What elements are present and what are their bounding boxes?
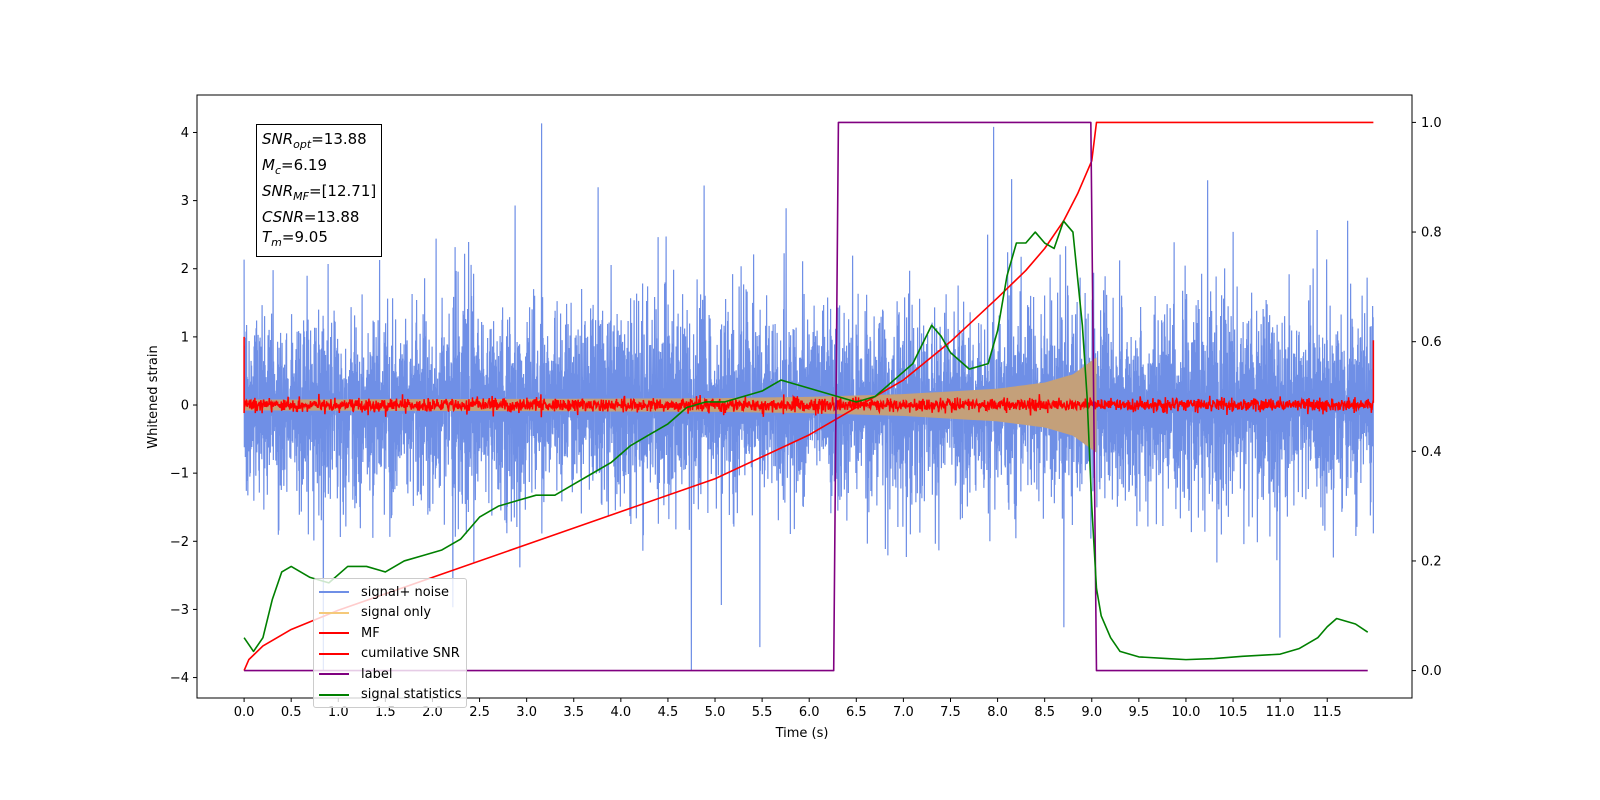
- stats-subscript: c: [274, 164, 282, 177]
- legend-item: signal+ noise: [314, 582, 466, 603]
- x-tick-label: 6.5: [846, 705, 867, 720]
- y-left-tick-label: −3: [170, 603, 189, 618]
- y-axis-right: 0.0 0.2 0.4 0.6 0.8 1.0: [1412, 116, 1442, 679]
- y-axis-left: −4 −3 −2 −1 0 1 2 3 4: [170, 126, 197, 686]
- stats-symbol: T: [262, 228, 272, 246]
- stats-symbol: M: [262, 156, 275, 174]
- legend-label: signal statistics: [361, 687, 462, 703]
- legend-swatch: [319, 652, 349, 655]
- legend-item: label: [314, 664, 466, 685]
- x-tick-label: 10.0: [1171, 705, 1200, 720]
- y-left-tick-label: −4: [170, 671, 189, 686]
- stats-subscript: opt: [293, 138, 312, 151]
- y-left-tick-label: −2: [170, 535, 189, 550]
- stats-row: Tm=9.05: [262, 227, 376, 253]
- stats-row: CSNR=13.88: [262, 207, 376, 227]
- y-left-tick-label: 3: [181, 194, 189, 209]
- stats-row: SNRopt=13.88: [262, 129, 376, 155]
- series-layer: [243, 121, 1375, 672]
- legend-swatch: [319, 632, 349, 635]
- x-tick-label: 0.5: [281, 705, 302, 720]
- stats-symbol: CSNR: [262, 208, 304, 226]
- legend-item: MF: [314, 623, 466, 644]
- y-right-tick-label: 0.8: [1421, 226, 1442, 241]
- legend-label: cumilative SNR: [361, 646, 460, 662]
- x-tick-label: 1.5: [375, 705, 396, 720]
- legend-swatch: [319, 693, 349, 696]
- x-tick-label: 5.0: [705, 705, 726, 720]
- stats-value: =13.88: [303, 208, 360, 226]
- y-right-tick-label: 0.6: [1421, 335, 1442, 350]
- stats-symbol: SNR: [262, 182, 294, 200]
- legend-label: signal only: [361, 605, 432, 621]
- stats-value: =6.19: [281, 156, 327, 174]
- y-left-tick-label: 4: [181, 126, 189, 141]
- legend: signal+ noise signal only MF cumilative SNR…: [313, 578, 467, 708]
- x-tick-label: 7.0: [893, 705, 914, 720]
- x-tick-label: 1.0: [328, 705, 349, 720]
- x-tick-label: 11.0: [1266, 705, 1295, 720]
- stats-subscript: MF: [293, 190, 309, 203]
- series-cumulative-snr-line: [243, 121, 1374, 671]
- x-tick-label: 4.5: [658, 705, 679, 720]
- legend-label: signal+ noise: [361, 584, 450, 600]
- x-tick-label: 2.5: [469, 705, 490, 720]
- legend-label: label: [361, 666, 393, 682]
- x-tick-label: 6.0: [799, 705, 820, 720]
- x-tick-label: 0.0: [234, 705, 255, 720]
- y-right-tick-label: 0.2: [1421, 554, 1442, 569]
- y-left-tick-label: 0: [181, 399, 189, 414]
- legend-swatch: [319, 611, 349, 614]
- stats-subscript: m: [271, 236, 282, 249]
- series-mf-line: [243, 336, 1375, 418]
- series-label-line: [244, 121, 1368, 672]
- x-tick-label: 8.0: [987, 705, 1008, 720]
- x-tick-label: 7.5: [940, 705, 961, 720]
- stats-row: Mc=6.19: [262, 155, 376, 181]
- x-tick-label: 11.5: [1313, 705, 1342, 720]
- x-tick-label: 2.0: [422, 705, 443, 720]
- x-axis: 0.0 0.5 1.0 1.5 2.0 2.5 3.0 3.5 4.0 4.5 5.0 5.5 6.0 6…: [234, 698, 1342, 720]
- x-tick-label: 8.5: [1034, 705, 1055, 720]
- x-tick-label: 3.0: [516, 705, 537, 720]
- y-right-tick-label: 0.0: [1421, 664, 1442, 679]
- x-tick-label: 9.0: [1081, 705, 1102, 720]
- y-right-tick-label: 1.0: [1421, 116, 1442, 131]
- legend-label: MF: [361, 625, 380, 641]
- stats-annotation-box: SNRopt=13.88 Mc=6.19 SNRMF=[12.71] CSNR=13.…: [256, 124, 383, 257]
- stats-value: =9.05: [281, 228, 328, 246]
- legend-item: signal statistics: [314, 685, 466, 706]
- y-left-tick-label: −1: [170, 467, 189, 482]
- stats-row: SNRMF=[12.71]: [262, 181, 376, 207]
- x-tick-label: 4.0: [610, 705, 631, 720]
- x-axis-label: Time (s): [775, 726, 829, 741]
- x-tick-label: 9.5: [1129, 705, 1150, 720]
- legend-item: cumilative SNR: [314, 644, 466, 665]
- stats-value: =[12.71]: [309, 182, 377, 200]
- legend-swatch: [319, 591, 349, 594]
- x-tick-label: 5.5: [752, 705, 773, 720]
- legend-swatch: [319, 673, 349, 676]
- x-tick-label: 3.5: [563, 705, 584, 720]
- plot-frame: [196, 94, 1413, 699]
- series-signal-statistics-line: [243, 220, 1369, 661]
- stats-value: =13.88: [311, 130, 367, 148]
- y-left-tick-label: 2: [181, 262, 189, 277]
- y-right-tick-label: 0.4: [1421, 445, 1442, 460]
- stats-symbol: SNR: [262, 130, 294, 148]
- y-left-tick-label: 1: [181, 330, 189, 345]
- legend-item: signal only: [314, 603, 466, 624]
- x-tick-label: 10.5: [1219, 705, 1248, 720]
- y-axis-label-left: Whitened strain: [146, 345, 161, 448]
